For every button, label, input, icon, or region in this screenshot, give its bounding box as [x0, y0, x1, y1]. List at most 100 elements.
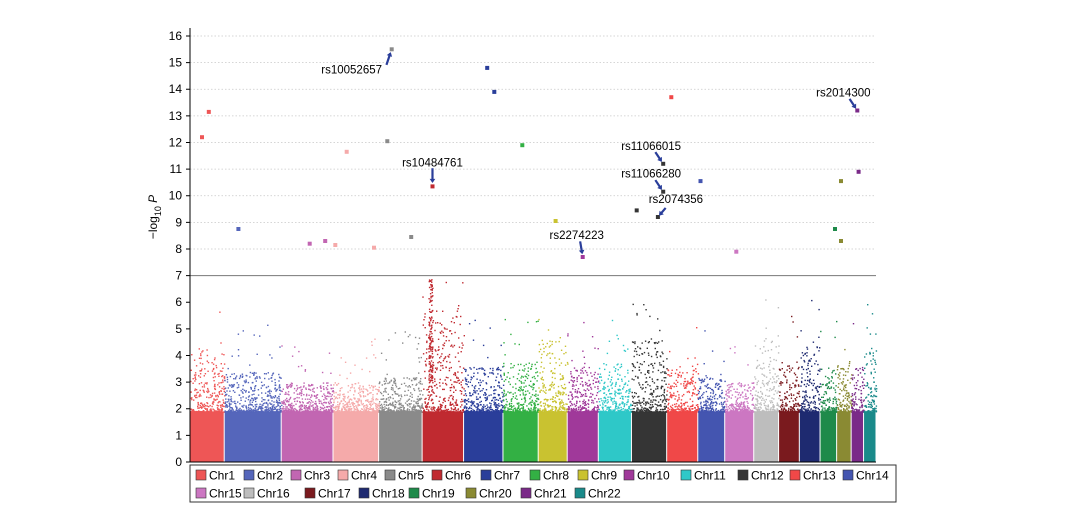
legend-label: Chr7	[494, 469, 520, 483]
y-tick-label: 5	[175, 322, 182, 336]
arrowhead-icon	[429, 178, 436, 184]
chr-band-chr11	[598, 319, 633, 462]
significant-point	[520, 143, 525, 148]
annotation-rs2014300: rs2014300	[816, 88, 871, 109]
significant-point	[580, 255, 585, 259]
chr-band-chr16	[754, 299, 780, 462]
legend-swatch	[680, 469, 692, 481]
chr-base-chr6	[422, 411, 464, 462]
significant-point	[430, 184, 435, 189]
y-tick-label: 16	[169, 29, 183, 43]
legend-swatch	[520, 487, 532, 499]
significant-point	[307, 241, 312, 246]
annotation-rs2074356: rs2074356	[649, 194, 703, 216]
y-tick-label: 9	[175, 215, 182, 229]
legend-item-chr15: Chr15	[195, 487, 242, 501]
chr-band-chr17	[778, 315, 801, 462]
chr-base-chr21	[851, 411, 864, 462]
annotation-rs11066015: rs11066015	[621, 141, 681, 162]
significant-point	[839, 179, 843, 184]
legend-label: Chr12	[751, 469, 784, 483]
legend-swatch	[290, 469, 302, 481]
chr-base-chr16	[754, 411, 779, 462]
y-tick-label: 11	[170, 162, 183, 176]
legend-swatch	[574, 487, 586, 499]
legend-swatch	[337, 469, 349, 481]
chr-band-chr21	[851, 323, 865, 462]
significant-point	[634, 208, 639, 213]
y-tick-label: 2	[175, 402, 182, 416]
chr-band-chr20	[836, 348, 853, 462]
y-tick-label: 3	[175, 375, 182, 389]
significant-point	[661, 189, 666, 194]
chr-band-chr6	[422, 279, 465, 462]
significant-point	[409, 235, 414, 239]
chr-band-chr8	[503, 318, 540, 462]
y-tick-label: 4	[175, 348, 182, 362]
legend-item-chr12: Chr12	[737, 469, 784, 483]
chr-base-chr20	[837, 411, 851, 462]
legend-item-chr4: Chr4	[337, 469, 377, 483]
legend-swatch	[243, 469, 255, 481]
annotation-label: rs11066280	[621, 169, 681, 181]
chr-band-chr10	[567, 321, 600, 462]
annotation-label: rs2014300	[816, 88, 870, 100]
legend-label: Chr11	[694, 469, 726, 483]
significant-point	[734, 249, 739, 254]
annotation-label: rs2074356	[649, 194, 703, 206]
y-tick-label: 13	[169, 109, 183, 123]
chr-base-chr9	[538, 411, 567, 462]
legend-swatch	[358, 487, 370, 499]
chr-band-chr19	[820, 320, 838, 462]
chr-band-chr22	[863, 304, 878, 462]
arrowhead-icon	[851, 103, 857, 109]
y-tick-label: 8	[175, 242, 182, 256]
legend-label: Chr4	[351, 469, 377, 483]
annotation-rs2274223: rs2274223	[550, 230, 604, 255]
legend-swatch	[577, 469, 589, 481]
arrowhead-icon	[578, 249, 585, 255]
significant-point	[236, 227, 241, 231]
annotation-label: rs2274223	[550, 230, 604, 242]
legend-label: Chr13	[803, 469, 836, 483]
legend-swatch	[195, 469, 207, 481]
significant-point	[492, 89, 497, 94]
legend-swatch	[480, 469, 492, 481]
y-tick-label: 15	[169, 56, 183, 70]
legend-label: Chr3	[304, 469, 330, 483]
legend-item-chr10: Chr10	[623, 469, 670, 483]
annotation-label: rs10052657	[321, 64, 382, 76]
significant-point	[655, 215, 660, 219]
significant-point	[553, 219, 558, 223]
significant-point	[669, 95, 674, 100]
chr-base-chr19	[820, 411, 837, 462]
legend-label: Chr14	[856, 469, 889, 483]
legend-item-chr3: Chr3	[290, 469, 330, 483]
chr-base-chr3	[281, 411, 333, 462]
annotation-rs11066280: rs11066280	[621, 169, 681, 190]
chr-band-chr13	[666, 327, 700, 462]
legend-item-chr9: Chr9	[577, 469, 617, 483]
chr-base-chr11	[598, 411, 631, 462]
legend-item-chr19: Chr19	[408, 487, 455, 501]
legend-item-chr1: Chr1	[195, 469, 235, 483]
legend-item-chr6: Chr6	[431, 469, 471, 483]
chr-band-chr15	[724, 346, 756, 462]
y-tick-label: 1	[175, 428, 182, 442]
chr-band-chr14	[697, 330, 727, 462]
legend-item-chr2: Chr2	[243, 469, 283, 483]
legend-swatch	[384, 469, 396, 481]
legend-item-chr14: Chr14	[842, 469, 889, 483]
y-tick-label: 7	[175, 269, 182, 283]
legend-label: Chr10	[637, 469, 670, 483]
legend-label: Chr19	[422, 487, 455, 501]
legend-item-chr22: Chr22	[574, 487, 621, 501]
y-tick-label: 6	[175, 295, 182, 309]
legend-swatch	[431, 469, 443, 481]
chr-base-chr10	[567, 411, 598, 462]
chr-base-chr2	[224, 411, 281, 462]
legend-item-chr11: Chr11	[680, 469, 726, 483]
legend-label: Chr17	[318, 487, 351, 501]
significant-point	[333, 243, 338, 247]
chr-base-chr18	[799, 411, 820, 462]
